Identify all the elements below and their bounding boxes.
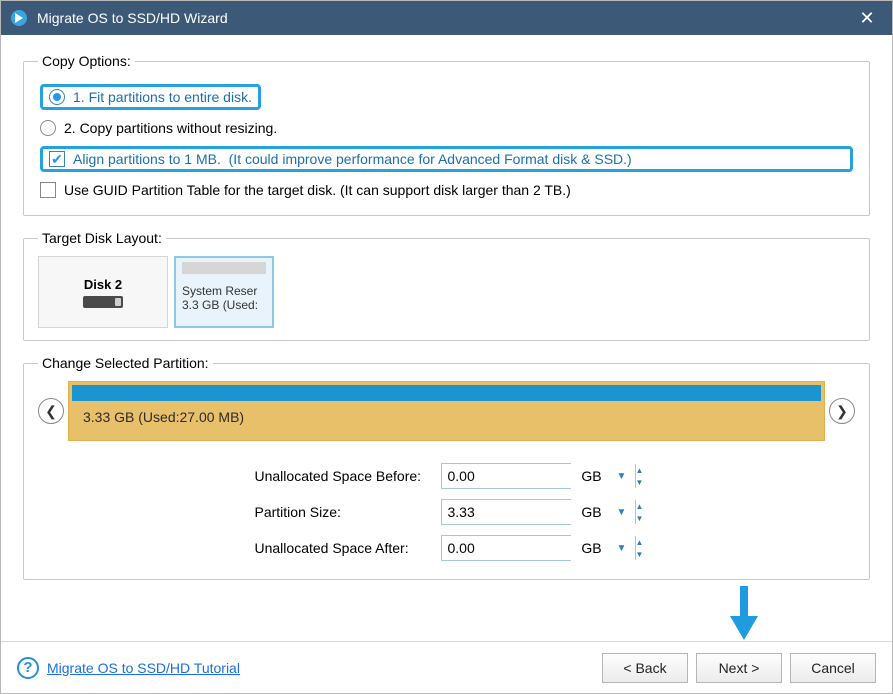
- align-partitions-checkbox[interactable]: ✔ Align partitions to 1 MB. (It could im…: [38, 141, 855, 177]
- unit-dropdown[interactable]: ▼: [613, 471, 639, 482]
- copy-options-group: Copy Options: 1. Fit partitions to entir…: [23, 53, 870, 216]
- copy-without-resize-label: 2. Copy partitions without resizing.: [64, 120, 277, 136]
- app-icon: [9, 8, 29, 28]
- footer: ? Migrate OS to SSD/HD Tutorial < Back N…: [1, 641, 892, 693]
- target-layout-legend: Target Disk Layout:: [38, 230, 166, 246]
- content-area: Copy Options: 1. Fit partitions to entir…: [1, 35, 892, 641]
- size-grid: Unallocated Space Before: ▲▼ GB ▼ Partit…: [38, 463, 855, 561]
- copy-options-legend: Copy Options:: [38, 53, 135, 69]
- window-title: Migrate OS to SSD/HD Wizard: [37, 10, 852, 26]
- align-partitions-label: Align partitions to 1 MB.: [73, 151, 221, 167]
- checkbox-icon: ✔: [40, 182, 56, 198]
- unit-dropdown[interactable]: ▼: [613, 543, 639, 554]
- cancel-button[interactable]: Cancel: [790, 653, 876, 683]
- space-before-unit: GB: [577, 468, 607, 484]
- guid-label: Use GUID Partition Table for the target …: [64, 182, 571, 198]
- change-partition-group: Change Selected Partition: ❮ 3.33 GB (Us…: [23, 355, 870, 580]
- disk-icon: [83, 296, 123, 308]
- space-before-label: Unallocated Space Before:: [255, 468, 435, 484]
- copy-without-resize-radio[interactable]: 2. Copy partitions without resizing.: [38, 115, 855, 141]
- partition-block[interactable]: 3.33 GB (Used:27.00 MB): [68, 381, 825, 441]
- change-partition-legend: Change Selected Partition:: [38, 355, 213, 371]
- wizard-window: Migrate OS to SSD/HD Wizard ✕ Copy Optio…: [0, 0, 893, 694]
- close-icon[interactable]: ✕: [852, 8, 882, 29]
- partition-bar: [182, 262, 266, 274]
- checkbox-icon: ✔: [49, 151, 65, 167]
- partition-size-label: Partition Size:: [255, 504, 435, 520]
- disk-name: Disk 2: [84, 277, 122, 292]
- titlebar: Migrate OS to SSD/HD Wizard ✕: [1, 1, 892, 35]
- fit-partitions-label: 1. Fit partitions to entire disk.: [73, 89, 252, 105]
- radio-icon: [40, 120, 56, 136]
- next-partition-button[interactable]: ❯: [829, 398, 855, 424]
- space-after-label: Unallocated Space After:: [255, 540, 435, 556]
- space-after-unit: GB: [577, 540, 607, 556]
- used-bar: [72, 385, 821, 401]
- space-after-input[interactable]: ▲▼: [441, 535, 571, 561]
- partition-size: 3.3 GB (Used:: [182, 298, 266, 312]
- back-button[interactable]: < Back: [602, 653, 688, 683]
- guid-checkbox[interactable]: ✔ Use GUID Partition Table for the targe…: [38, 177, 855, 203]
- fit-partitions-radio[interactable]: 1. Fit partitions to entire disk.: [38, 79, 855, 115]
- prev-partition-button[interactable]: ❮: [38, 398, 64, 424]
- align-partitions-hint: (It could improve performance for Advanc…: [229, 151, 632, 167]
- disk-tile[interactable]: Disk 2: [38, 256, 168, 328]
- partition-block-label: 3.33 GB (Used:27.00 MB): [69, 401, 824, 425]
- partition-name: System Reser: [182, 284, 266, 298]
- target-layout-group: Target Disk Layout: Disk 2 System Reser …: [23, 230, 870, 341]
- unit-dropdown[interactable]: ▼: [613, 507, 639, 518]
- tutorial-link[interactable]: Migrate OS to SSD/HD Tutorial: [47, 660, 240, 676]
- partition-tile[interactable]: System Reser 3.3 GB (Used:: [174, 256, 274, 328]
- partition-size-unit: GB: [577, 504, 607, 520]
- help-icon[interactable]: ?: [17, 657, 39, 679]
- radio-icon: [49, 89, 65, 105]
- space-before-input[interactable]: ▲▼: [441, 463, 571, 489]
- next-button[interactable]: Next >: [696, 653, 782, 683]
- partition-size-input[interactable]: ▲▼: [441, 499, 571, 525]
